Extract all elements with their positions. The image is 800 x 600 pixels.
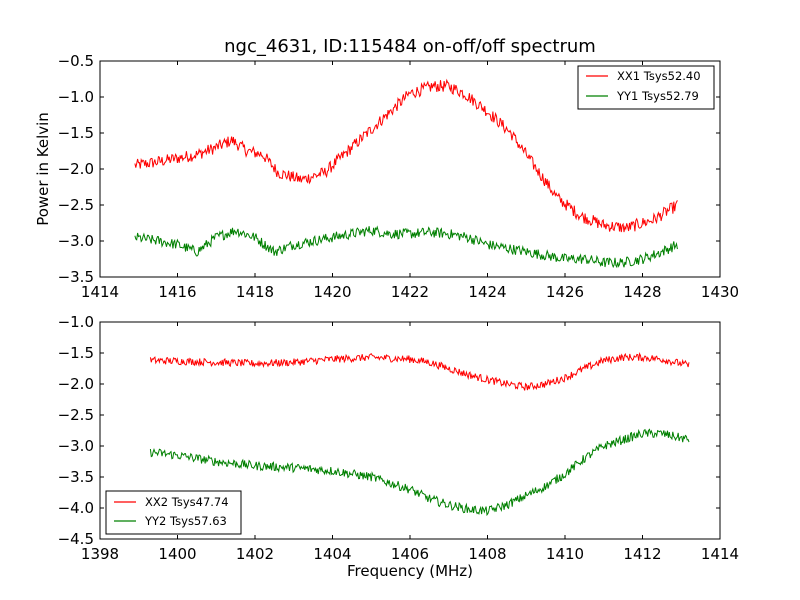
top-x-tick-label: 1426 (546, 283, 584, 301)
top-x-tick-label: 1416 (158, 283, 196, 301)
top-y-tick-label: −3.5 (58, 268, 94, 286)
legend-label-yy2: YY2 Tsys57.63 (144, 514, 227, 528)
top-axis-ticks: 1414 1416 1418 1420 1422 1424 1426 1428 1430 −0.5… (58, 52, 740, 301)
bottom-x-tick-label: 1414 (701, 545, 739, 563)
top-x-tick-label: 1420 (313, 283, 351, 301)
bottom-x-tick-label: 1398 (81, 545, 119, 563)
top-y-tick-label: −0.5 (58, 52, 94, 70)
chart-title: ngc_4631, ID:115484 on-off/off spectrum (224, 36, 596, 57)
top-series-line-2 (134, 225, 678, 269)
top-legend-box (577, 65, 715, 110)
bottom-x-axis-label: Frequency (MHz) (347, 562, 473, 580)
top-subplot: ngc_4631, ID:115484 on-off/off spectrum … (34, 36, 739, 301)
bottom-series-line-1 (149, 351, 690, 391)
top-x-tick-label: 1424 (468, 283, 506, 301)
top-y-tick-label: −1.5 (58, 124, 94, 142)
bottom-subplot: Frequency (MHz) 1398 1400 1402 1404 1406 1408… (58, 313, 740, 580)
bottom-y-tick-label: −3.5 (58, 468, 94, 486)
bottom-x-tick-label: 1402 (236, 545, 274, 563)
bottom-y-tick-label: −2.0 (58, 375, 94, 393)
top-series-line-1 (134, 78, 678, 233)
bottom-y-tick-label: −4.0 (58, 499, 94, 517)
bottom-x-tick-label: 1400 (158, 545, 196, 563)
top-y-tick-label: −3.0 (58, 232, 94, 250)
bottom-x-tick-label: 1408 (468, 545, 506, 563)
bottom-x-tick-label: 1410 (546, 545, 584, 563)
top-x-tick-label: 1430 (701, 283, 739, 301)
bottom-legend: XX2 Tsys47.74 YY2 Tsys57.63 (105, 490, 242, 535)
top-x-tick-label: 1418 (236, 283, 274, 301)
top-y-tick-label: −2.5 (58, 196, 94, 214)
legend-label-xx2: XX2 Tsys47.74 (145, 495, 229, 509)
top-y-axis-label: Power in Kelvin (34, 112, 52, 226)
bottom-series-lines (149, 351, 690, 517)
bottom-y-tick-label: −1.5 (58, 344, 94, 362)
top-x-tick-label: 1428 (623, 283, 661, 301)
bottom-axis-ticks: 1398 1400 1402 1404 1406 1408 1410 1412 1414 −1.0… (58, 313, 740, 563)
top-y-tick-label: −2.0 (58, 160, 94, 178)
top-x-tick-label: 1414 (81, 283, 119, 301)
top-series-lines (134, 78, 678, 269)
legend-label-xx1: XX1 Tsys52.40 (617, 69, 701, 83)
bottom-legend-box (105, 490, 242, 535)
top-plot-frame (99, 60, 721, 278)
bottom-x-tick-label: 1412 (623, 545, 661, 563)
bottom-y-tick-label: −3.0 (58, 437, 94, 455)
top-legend: XX1 Tsys52.40 YY1 Tsys52.79 (577, 65, 715, 110)
legend-label-yy1: YY1 Tsys52.79 (616, 89, 699, 103)
top-y-tick-label: −1.0 (58, 88, 94, 106)
bottom-y-tick-label: −4.5 (58, 530, 94, 548)
bottom-y-tick-label: −2.5 (58, 406, 94, 424)
bottom-plot-frame (99, 321, 721, 540)
bottom-y-tick-label: −1.0 (58, 313, 94, 331)
bottom-series-line-2 (149, 428, 690, 517)
bottom-x-tick-label: 1404 (313, 545, 351, 563)
bottom-x-tick-label: 1406 (391, 545, 429, 563)
top-x-tick-label: 1422 (391, 283, 429, 301)
